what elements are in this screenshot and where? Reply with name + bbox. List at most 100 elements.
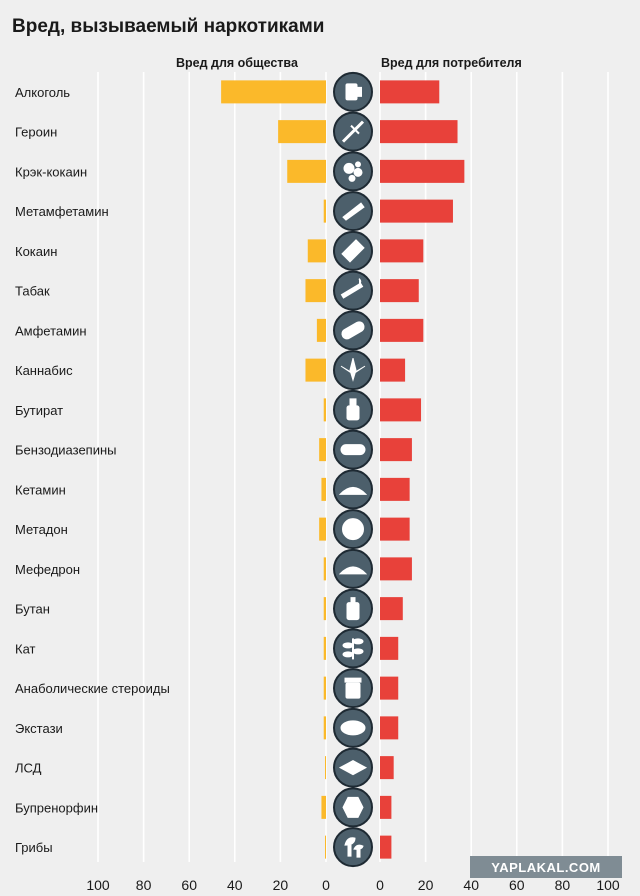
tick-label-left: 20: [273, 877, 289, 893]
bar-society: [319, 517, 326, 541]
cannabis-leaf-icon: [333, 350, 373, 391]
bar-society: [325, 756, 326, 780]
bar-user: [380, 477, 410, 501]
bars: [221, 80, 465, 859]
bar-society: [221, 80, 326, 104]
bar-society: [323, 199, 326, 223]
watermark-bg: [470, 856, 622, 878]
bar-user: [380, 676, 399, 700]
category-label: ЛСД: [15, 761, 42, 776]
bar-user: [380, 756, 394, 780]
category-label: Метадон: [15, 522, 68, 537]
bar-society: [319, 438, 326, 462]
bar-user: [380, 517, 410, 541]
hexagon-pill-icon: [333, 787, 373, 828]
category-label: Каннабис: [15, 363, 73, 378]
right-subtitle: Вред для потребителя: [381, 56, 522, 70]
bar-society: [325, 835, 326, 859]
category-label: Бутират: [15, 403, 63, 418]
category-label: Метамфетамин: [15, 204, 109, 219]
razor-blade-icon: [333, 230, 373, 271]
bar-society: [321, 477, 326, 501]
tick-label-left: 40: [227, 877, 243, 893]
bar-society: [321, 795, 326, 819]
syringe-icon: [333, 111, 373, 152]
bar-user: [380, 398, 422, 422]
powder-pile-icon: [333, 469, 373, 510]
gas-canister-icon: [333, 588, 373, 629]
category-label: Анаболические стероиды: [15, 681, 170, 696]
bar-user: [380, 597, 403, 621]
tick-label-left: 60: [181, 877, 197, 893]
category-label: Кокаин: [15, 244, 57, 259]
bar-user: [380, 318, 424, 342]
bar-society: [323, 636, 326, 660]
category-label: Табак: [15, 284, 50, 299]
cigarette-icon: [333, 270, 373, 311]
mushroom-icon: [333, 827, 373, 868]
bar-society: [287, 159, 326, 183]
category-label: Бутан: [15, 602, 50, 617]
bar-society: [323, 597, 326, 621]
bar-society: [316, 318, 326, 342]
khat-plant-icon: [333, 628, 373, 669]
category-label: Бупренорфин: [15, 800, 98, 815]
round-pill-icon: [333, 707, 373, 748]
bar-society: [278, 120, 326, 144]
category-label: Героин: [15, 125, 57, 140]
powder-pile-icon: [333, 548, 373, 589]
tick-label-right: 80: [555, 877, 571, 893]
tick-label-right: 60: [509, 877, 525, 893]
category-label: Экстази: [15, 721, 63, 736]
chart-title: Вред, вызываемый наркотиками: [12, 16, 324, 37]
bar-society: [323, 676, 326, 700]
bar-user: [380, 239, 424, 263]
cross-pill-icon: [333, 509, 373, 550]
tick-label-left: 80: [136, 877, 152, 893]
bar-user: [380, 120, 458, 144]
bar-society: [307, 239, 326, 263]
tick-label-right: 0: [376, 877, 384, 893]
tick-label-left: 100: [86, 877, 110, 893]
bar-user: [380, 636, 399, 660]
bar-society: [305, 279, 326, 303]
tick-label-right: 100: [596, 877, 620, 893]
tick-label-right: 20: [418, 877, 434, 893]
bar-user: [380, 795, 392, 819]
tablet-icon: [333, 429, 373, 470]
category-label: Бензодиазепины: [15, 443, 117, 458]
bar-user: [380, 716, 399, 740]
pill-jar-icon: [333, 668, 373, 709]
axis-ticks: 100 80 60 40 20 0 0 20 40 60 80 100: [86, 877, 620, 893]
bar-user: [380, 159, 465, 183]
bottle-icon: [333, 389, 373, 430]
category-label: Кат: [15, 641, 36, 656]
meth-crystal-icon: [333, 191, 373, 232]
capsule-icon: [333, 310, 373, 351]
bar-user: [380, 557, 412, 581]
bar-user: [380, 80, 440, 104]
category-label: Крэк-кокаин: [15, 164, 87, 179]
bar-society: [323, 557, 326, 581]
category-label: Кетамин: [15, 482, 66, 497]
bar-society: [323, 716, 326, 740]
watermark: YAPLAKAL.COM: [491, 860, 601, 875]
tick-label-left: 0: [322, 877, 330, 893]
crack-rocks-icon: [333, 151, 373, 192]
bar-user: [380, 279, 419, 303]
category-label: Амфетамин: [15, 323, 87, 338]
tick-label-right: 40: [463, 877, 479, 893]
bar-user: [380, 835, 392, 859]
category-labels: Алкоголь Героин Крэк-кокаин Метамфетамин Кок…: [15, 85, 170, 855]
bar-society: [305, 358, 326, 382]
drug-icons: [333, 71, 373, 868]
left-subtitle: Вред для общества: [176, 56, 299, 70]
beer-mug-icon: [333, 71, 373, 112]
category-label: Мефедрон: [15, 562, 80, 577]
bar-society: [323, 398, 326, 422]
category-label: Грибы: [15, 840, 53, 855]
blotter-icon: [333, 747, 373, 788]
category-label: Алкоголь: [15, 85, 70, 100]
bar-user: [380, 199, 453, 223]
